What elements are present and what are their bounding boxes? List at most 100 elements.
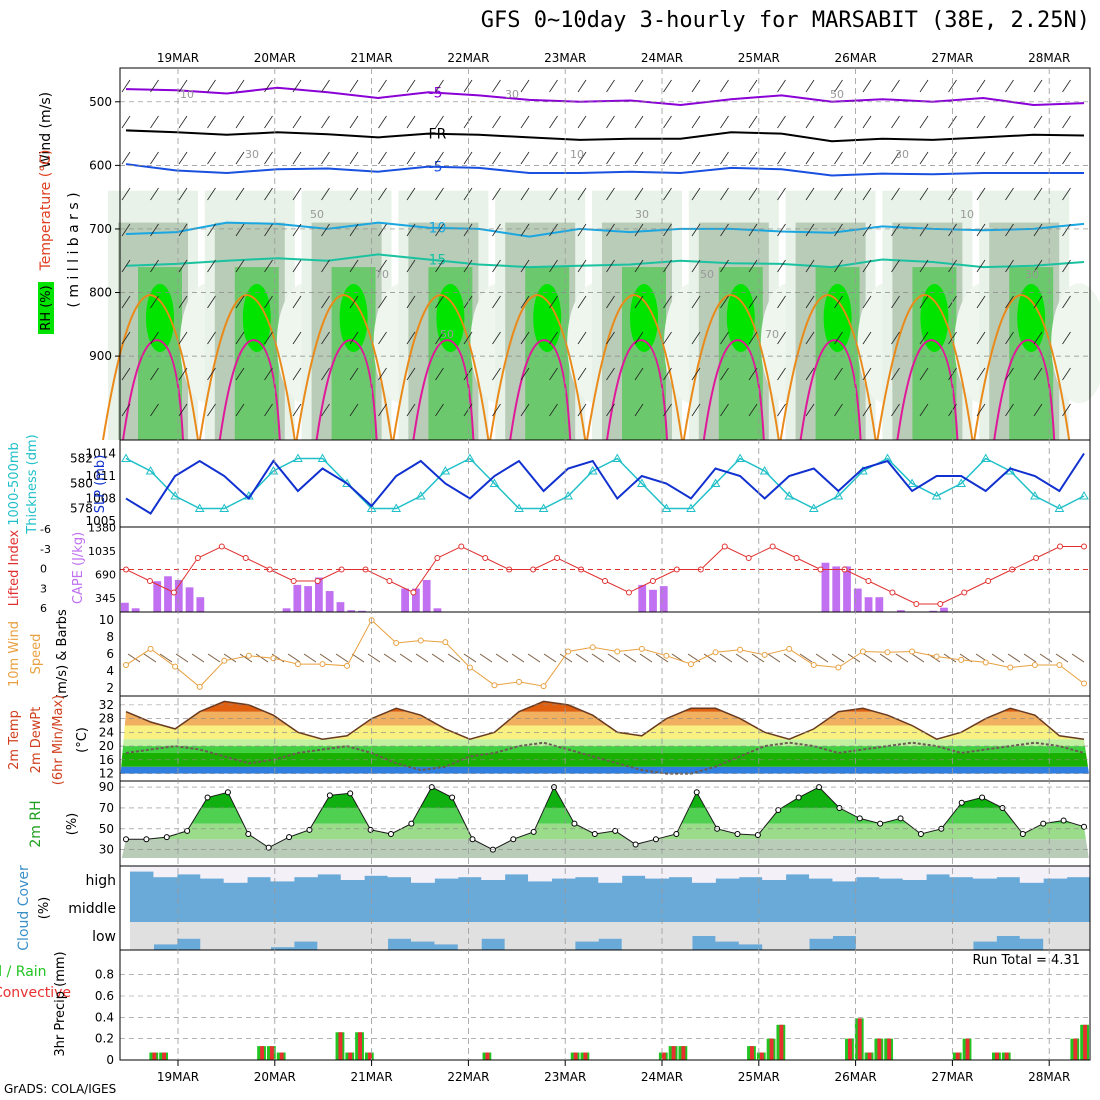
isotherm-20: [489, 294, 587, 441]
li-marker: [554, 555, 561, 561]
y-tick-label: 700: [89, 222, 112, 236]
rh-contour-label: 30: [635, 208, 649, 221]
rh-marker: [673, 831, 680, 838]
wind-barb: [663, 295, 672, 309]
wind-barb: [492, 187, 501, 201]
wind-barb: [292, 187, 302, 201]
wind-barb: [663, 115, 672, 129]
rh-marker: [367, 826, 374, 833]
wind-speed-marker: [565, 648, 572, 655]
thickness-marker: [514, 503, 524, 512]
wind-barb: [406, 367, 416, 381]
wind-barb: [891, 295, 900, 309]
wind-barb: [520, 403, 530, 417]
rh-contour-label: 30: [245, 148, 259, 161]
wind-barb: [805, 223, 815, 237]
wind-barb-10m: [735, 653, 749, 663]
wind-barb: [292, 403, 302, 417]
precip-tick-label: 0: [106, 1053, 114, 1067]
wind-barb: [748, 259, 758, 273]
cloud-gap: [949, 866, 974, 878]
precip-conv-bar: [269, 1046, 274, 1060]
isotherm-label: -5: [429, 85, 443, 101]
wind-barb: [378, 295, 387, 309]
wind-barb-10m: [1055, 653, 1069, 663]
wind-barb: [492, 79, 501, 93]
li-marker: [769, 543, 776, 550]
wind-barb: [1062, 367, 1071, 381]
isotherm-label: 15: [429, 252, 447, 268]
wind-barb-10m: [383, 653, 397, 663]
cloud-gap: [340, 866, 365, 880]
wind-barb: [805, 403, 815, 417]
wind-barb: [378, 115, 387, 129]
thickness-marker: [317, 453, 328, 462]
thickness-marker: [784, 490, 795, 500]
wind-barb: [492, 151, 501, 165]
wind-barb-10m: [751, 653, 765, 663]
li-marker: [242, 555, 249, 561]
cloud-gap: [785, 866, 810, 875]
wind-barb-10m: [1007, 653, 1021, 663]
cape-bar: [853, 588, 862, 612]
wind-barb: [748, 79, 758, 93]
wind-barb-10m: [799, 653, 813, 663]
wind-barb: [1062, 115, 1071, 129]
cloud-gap: [972, 922, 997, 942]
wind-barb: [577, 331, 587, 345]
isotherm-20: [102, 294, 199, 441]
wind-barb: [634, 331, 644, 345]
li-marker: [194, 555, 201, 561]
wind-barb: [691, 331, 701, 345]
li-marker: [961, 589, 968, 596]
temp-tick-label: 20: [99, 739, 114, 753]
temp-tick-label: 32: [99, 698, 114, 712]
wind-barb: [976, 331, 986, 345]
x-tick-label-top: 23MAR: [544, 51, 586, 65]
wind-barb: [1033, 295, 1043, 309]
wind-barb-10m: [175, 653, 189, 663]
cape-bar: [315, 577, 323, 612]
thickness-marker: [710, 478, 721, 487]
cloud-gap: [598, 922, 623, 939]
wind-barb: [663, 187, 672, 201]
wind-barb: [1005, 403, 1014, 417]
rh-contour-label: 10: [570, 148, 584, 161]
wind-barb: [834, 151, 843, 165]
isotherm-30: [702, 339, 765, 441]
wind-barb: [1005, 187, 1014, 201]
wind-barb: [606, 223, 615, 237]
wind-barb: [834, 367, 843, 381]
wind-barb: [634, 367, 644, 381]
wind-barb: [663, 223, 672, 237]
thickness-marker: [956, 478, 967, 487]
wind-barb: [520, 115, 530, 129]
wind-barb: [207, 223, 216, 237]
wind-barb: [976, 79, 986, 93]
cloud-gap: [551, 922, 576, 950]
y-axis-label-barbs: (m/s) & Barbs: [55, 609, 70, 699]
y-axis-label-slp: SLP (mb): [93, 455, 108, 514]
wind-barb: [435, 367, 444, 381]
rh-contour-label: 10: [180, 88, 194, 101]
cape-bar: [358, 610, 366, 612]
wind-barb: [1005, 295, 1014, 309]
wind-barb: [606, 295, 615, 309]
wind-barb: [292, 115, 302, 129]
wind-barb: [976, 115, 986, 129]
wind-barb: [1062, 79, 1071, 93]
li-tick-label: -6: [40, 523, 51, 536]
li-marker: [146, 578, 153, 584]
wind-barb: [862, 187, 872, 201]
temp-band: [120, 746, 1090, 753]
wind-barb: [406, 295, 416, 309]
rh-marker: [632, 841, 639, 848]
precip-tick-label: 0.2: [95, 1032, 114, 1046]
wind-barb: [292, 151, 302, 165]
rh-marker: [408, 820, 415, 827]
wind-speed-marker: [516, 678, 523, 685]
cloud-gap: [387, 866, 412, 878]
wind-barb: [891, 259, 900, 273]
wind-barb: [435, 79, 444, 93]
cloud-gap: [574, 922, 599, 942]
